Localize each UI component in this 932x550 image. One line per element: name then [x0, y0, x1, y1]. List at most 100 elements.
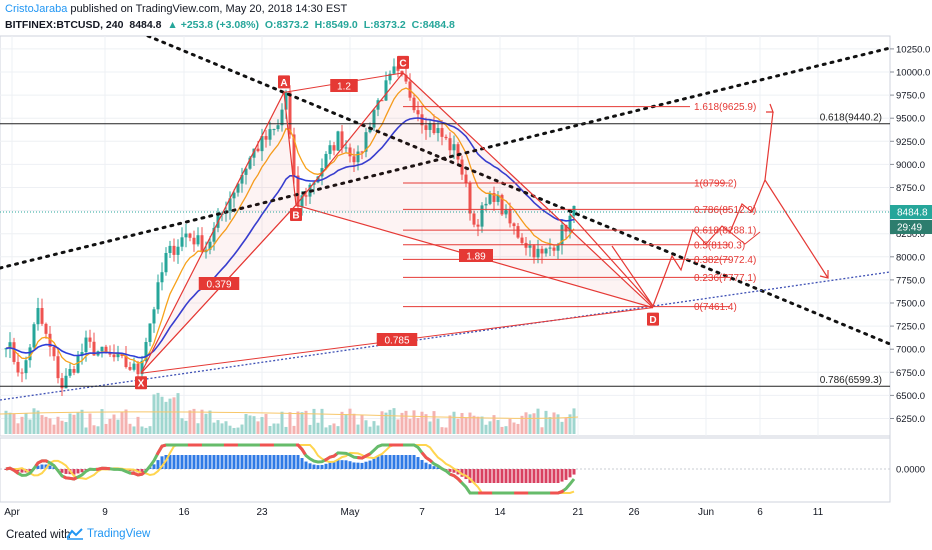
volume-bar [544, 410, 548, 434]
time-tick-label: 14 [494, 507, 506, 518]
price-tick-label: 6750.0 [896, 368, 925, 379]
candle-body [360, 151, 364, 153]
volume-bar [560, 421, 564, 434]
histogram-bar [16, 469, 20, 472]
volume-bar [208, 410, 212, 434]
volume-bar [424, 414, 428, 434]
ratio-label: 1.89 [466, 252, 486, 263]
histogram-bar [320, 464, 324, 469]
volume-bar [548, 417, 552, 434]
pivot-label: C [399, 58, 406, 69]
price-tick-label: 7500.0 [896, 299, 925, 310]
countdown-box [890, 220, 932, 235]
candle-body [536, 248, 540, 258]
candle-body [188, 233, 192, 238]
volume-bar [16, 423, 20, 434]
volume-bar [20, 416, 24, 434]
histogram-bar [540, 469, 544, 483]
candle-body [352, 156, 356, 163]
histogram-bar [200, 455, 204, 469]
candle-body [88, 337, 92, 342]
volume-bar [144, 427, 148, 434]
volume-bar [136, 416, 140, 434]
volume-bar [512, 422, 516, 434]
histogram-bar [516, 469, 520, 483]
histogram-bar [312, 464, 316, 469]
volume-bar [540, 427, 544, 434]
candle-body [268, 129, 272, 140]
author-link[interactable]: CristoJaraba [5, 3, 68, 15]
symbol-name[interactable]: BITFINEX:BTCUSD, 240 [5, 19, 124, 31]
candle-body [388, 73, 392, 81]
histogram-bar [352, 462, 356, 469]
candle-body [184, 233, 188, 238]
histogram-bar [324, 463, 328, 469]
candle-body [560, 224, 564, 245]
candle-body [276, 125, 280, 130]
candle-body [152, 309, 156, 324]
volume-bar [476, 416, 480, 434]
ratio-label-box [330, 79, 358, 92]
histogram-bar [192, 455, 196, 469]
volume-bar [76, 412, 80, 434]
volume-bar [92, 425, 96, 434]
candle-body [344, 147, 348, 149]
histogram-bar [300, 458, 304, 469]
histogram-bar [168, 455, 172, 469]
volume-bar [52, 424, 56, 434]
candle-body [524, 242, 528, 248]
volume-bar [468, 412, 472, 434]
volume-bar [68, 413, 72, 434]
candle-body [376, 100, 380, 110]
histogram-bar [364, 461, 368, 469]
candle-body [548, 247, 552, 249]
fib-level-label: 1(8799.2) [694, 178, 737, 189]
histogram-bar [76, 469, 80, 474]
volume-bar [372, 421, 376, 434]
histogram-bar [416, 457, 420, 469]
histogram-bar [504, 469, 508, 483]
pivot-label-box [278, 75, 290, 89]
time-tick-label: 21 [572, 507, 584, 518]
candle-body [404, 74, 408, 82]
oscillator-line-bearish [5, 443, 576, 495]
candle-body [260, 136, 264, 152]
volume-bar [160, 396, 164, 434]
candle-body [484, 203, 488, 206]
candle-body [32, 324, 36, 348]
volume-bar [212, 422, 216, 434]
candle-body [444, 136, 448, 139]
created-with-text: Created with [6, 529, 71, 541]
candle-body [452, 144, 456, 151]
volume-bar [504, 426, 508, 434]
volume-bar [188, 410, 192, 434]
candle-body [68, 369, 72, 376]
histogram-bar [276, 455, 280, 469]
histogram-bar [176, 455, 180, 469]
histogram-bar [408, 455, 412, 469]
volume-bar [216, 420, 220, 434]
volume-bar [72, 414, 76, 434]
volume-bar [60, 420, 64, 434]
tradingview-logo[interactable]: TradingView [66, 528, 150, 540]
projection-line [611, 245, 654, 307]
volume-bar [532, 413, 536, 434]
volume-bar [488, 421, 492, 434]
candle-body [448, 138, 452, 151]
histogram-bar [336, 460, 340, 469]
volume-bar [524, 412, 528, 434]
volume-bar [412, 410, 416, 434]
histogram-bar [268, 455, 272, 469]
volume-bar [276, 423, 280, 434]
volume-bar [288, 412, 292, 434]
close-value: C:8484.8 [411, 19, 455, 31]
histogram-bar [380, 455, 384, 469]
volume-bar [84, 427, 88, 434]
candle-body [488, 193, 492, 204]
histogram-bar [436, 467, 440, 469]
time-tick-label: 7 [419, 507, 425, 518]
volume-bar [316, 422, 320, 434]
horizontal-level-label: 0.786(6599.3) [820, 375, 882, 386]
candle-body [164, 252, 168, 273]
